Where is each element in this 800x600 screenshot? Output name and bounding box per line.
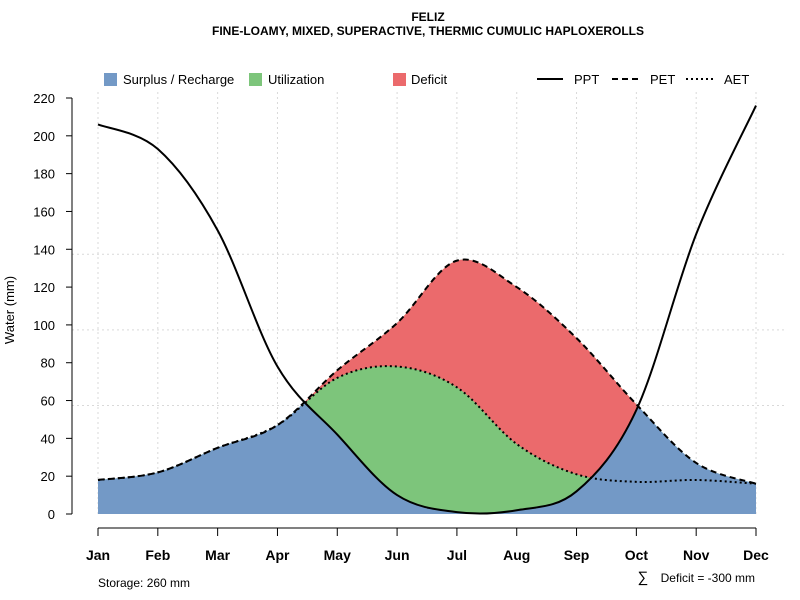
- chart-subtitle: FINE-LOAMY, MIXED, SUPERACTIVE, THERMIC …: [211, 24, 644, 38]
- x-tick-label: Nov: [683, 547, 710, 563]
- storage-label: Storage: 260 mm: [98, 576, 190, 590]
- x-tick-label: Jan: [86, 547, 110, 563]
- legend-label-deficit: Deficit: [411, 72, 448, 87]
- y-tick-label: 120: [33, 280, 55, 295]
- legend-label-aet: AET: [724, 72, 749, 87]
- y-tick-label: 0: [48, 507, 55, 522]
- y-tick-label: 60: [41, 394, 55, 409]
- x-tick-label: Apr: [265, 547, 290, 563]
- x-tick-label: Jun: [385, 547, 410, 563]
- x-tick-label: May: [324, 547, 351, 563]
- x-tick-label: Jul: [447, 547, 467, 563]
- x-tick-label: Feb: [145, 547, 170, 563]
- y-tick-label: 80: [41, 356, 55, 371]
- y-tick-label: 180: [33, 167, 55, 182]
- y-tick-label: 200: [33, 129, 55, 144]
- legend: Surplus / Recharge Utilization Deficit P…: [104, 72, 749, 87]
- x-tick-label: Dec: [743, 547, 769, 563]
- ppt-line: [97, 105, 757, 515]
- y-tick-label: 20: [41, 469, 55, 484]
- y-tick-label: 140: [33, 242, 55, 257]
- deficit-area: [98, 259, 756, 484]
- axes: 0 20 40 60 80 100 120 140 160 180 200 220 Jan Feb Mar A…: [33, 91, 769, 563]
- x-tick-label: Aug: [503, 547, 530, 563]
- x-tick-label: Sep: [564, 547, 590, 563]
- total-deficit-label: Deficit = -300 mm: [661, 571, 755, 585]
- legend-label-utilization: Utilization: [268, 72, 324, 87]
- chart-title: FELIZ: [411, 10, 445, 24]
- legend-label-pet: PET: [650, 72, 675, 87]
- legend-swatch-surplus: [104, 73, 117, 86]
- y-tick-label: 40: [41, 431, 55, 446]
- pet-line: [97, 258, 757, 485]
- x-tick-label: Oct: [625, 547, 649, 563]
- y-axis-label: Water (mm): [2, 276, 17, 344]
- legend-swatch-deficit: [393, 73, 406, 86]
- y-tick-label: 160: [33, 204, 55, 219]
- legend-label-surplus: Surplus / Recharge: [123, 72, 234, 87]
- legend-label-ppt: PPT: [574, 72, 599, 87]
- sum-symbol: ∑: [638, 569, 649, 586]
- y-tick-label: 100: [33, 318, 55, 333]
- legend-swatch-utilization: [249, 73, 262, 86]
- x-tick-label: Mar: [205, 547, 230, 563]
- y-tick-label: 220: [33, 91, 55, 106]
